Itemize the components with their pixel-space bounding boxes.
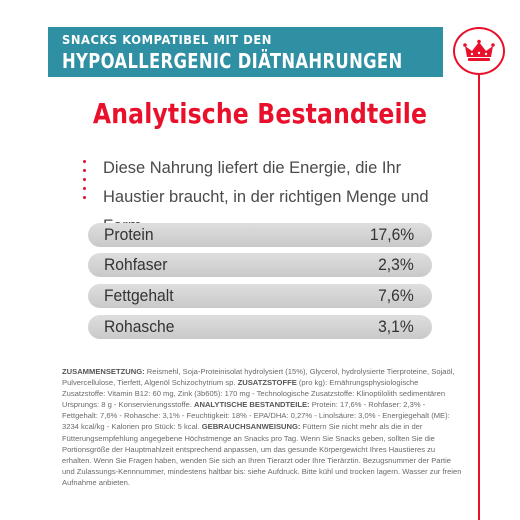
usage-text: Füttern Sie nicht mehr als die in der Fü… (62, 422, 462, 487)
side-divider (478, 74, 480, 520)
additives-label: ZUSATZSTOFFE (237, 378, 297, 388)
additives-text: (pro kg): Ernährungsphysiologische Zusat… (62, 378, 446, 410)
nutrient-value: 3,1% (378, 317, 414, 336)
nutrient-value: 7,6% (378, 286, 414, 305)
nutrient-row-rohfaser: Rohfaser 2,3% (88, 253, 432, 277)
header-band: SNACKS KOMPATIBEL MIT DEN HYPOALLERGENIC… (48, 27, 443, 77)
nutrient-label: Rohfaser (104, 255, 168, 274)
composition-text: Reismehl, Soja-Proteinisolat hydrolysier… (62, 367, 455, 388)
header-subtitle: SNACKS KOMPATIBEL MIT DEN (62, 32, 272, 47)
nutrient-row-protein: Protein 17,6% (88, 223, 432, 247)
nutrient-label: Fettgehalt (104, 286, 174, 305)
usage-label: GEBRAUCHSANWEISUNG: (201, 422, 301, 432)
brand-logo (453, 27, 505, 75)
section-title: Analytische Bestandteile (92, 97, 428, 130)
nutrient-label: Rohasche (104, 317, 175, 336)
analytics-label: ANALYTISCHE BESTANDTEILE: (193, 400, 310, 410)
composition-label: ZUSAMMENSETZUNG: (62, 367, 145, 376)
header-title: HYPOALLERGENIC DIÄTNAHRUNGEN (62, 49, 403, 73)
intro-dots-decoration (83, 160, 89, 200)
nutrient-label: Protein (104, 225, 154, 244)
analytics-text: Protein: 17,6% - Rohfaser: 2,3% - Fettge… (62, 400, 450, 432)
fine-print: ZUSAMMENSETZUNG: Reismehl, Soja-Proteini… (62, 366, 462, 488)
nutrient-value: 17,6% (369, 225, 414, 244)
crown-icon (463, 39, 495, 61)
nutrient-row-fettgehalt: Fettgehalt 7,6% (88, 284, 432, 308)
nutrient-row-rohasche: Rohasche 3,1% (88, 315, 432, 339)
nutrient-value: 2,3% (378, 255, 414, 274)
